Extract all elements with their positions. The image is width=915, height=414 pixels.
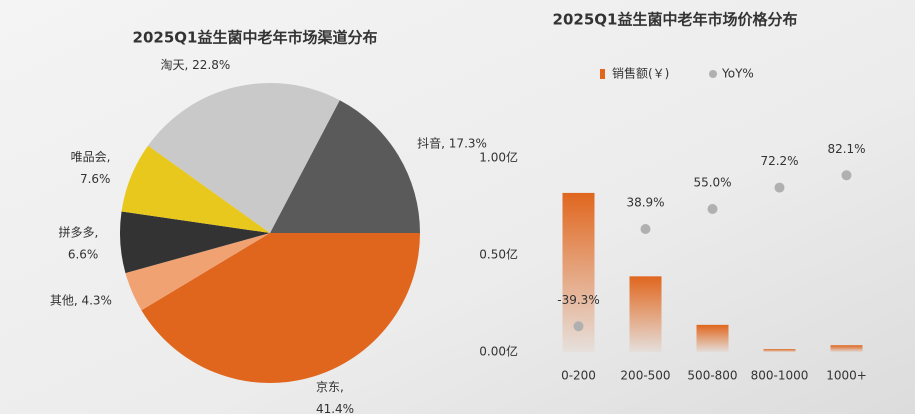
pie-slice [148,83,340,233]
data-label: 72.2% [760,154,798,168]
slice-label: 京东, [316,380,344,394]
data-label: 82.1% [827,142,865,156]
y-tick-label: 0.00亿 [479,344,518,359]
y-tick-label: 1.00亿 [479,150,518,165]
slice-label: 6.6% [68,247,99,261]
bar [629,276,662,352]
legend-label: YoY% [721,67,754,81]
bar [830,345,863,352]
scatter-point [640,224,651,235]
legend-swatch [709,70,717,78]
legend-label: 销售额(￥) [612,66,669,81]
slice-label: 7.6% [80,172,111,186]
data-label: -39.3% [557,293,599,307]
slice-label: 抖音, 17.3% [417,136,487,151]
pie-slice [125,233,270,311]
pie-slice [119,211,270,274]
legend-swatch [600,69,605,79]
scatter-point [707,203,718,214]
chart-title: 2025Q1益生菌中老年市场价格分布 [553,11,798,29]
x-tick-label: 500-800 [687,369,737,383]
x-tick-label: 800-1000 [751,369,809,383]
bar [763,349,796,352]
slice-label: 拼多多, [59,225,99,239]
slice-label: 唯品会, [71,150,111,164]
x-tick-label: 200-500 [620,369,670,383]
data-label: 55.0% [693,175,731,189]
chart-title: 2025Q1益生菌中老年市场渠道分布 [133,29,378,47]
scatter-point [573,321,584,332]
slice-label: 淘天, 22.8% [161,58,231,72]
data-label: 38.9% [626,196,664,210]
y-tick-label: 0.50亿 [479,247,518,262]
pie-slice [141,232,421,384]
scatter-point [841,170,852,181]
slice-label: 其他, 4.3% [50,293,112,307]
slice-label: 41.4% [316,402,354,414]
scatter-point [774,182,785,193]
pie-slice [270,100,420,234]
bar [696,324,729,352]
pie-slice [121,145,270,233]
x-tick-label: 0-200 [561,369,596,383]
x-tick-label: 1000+ [826,369,867,383]
